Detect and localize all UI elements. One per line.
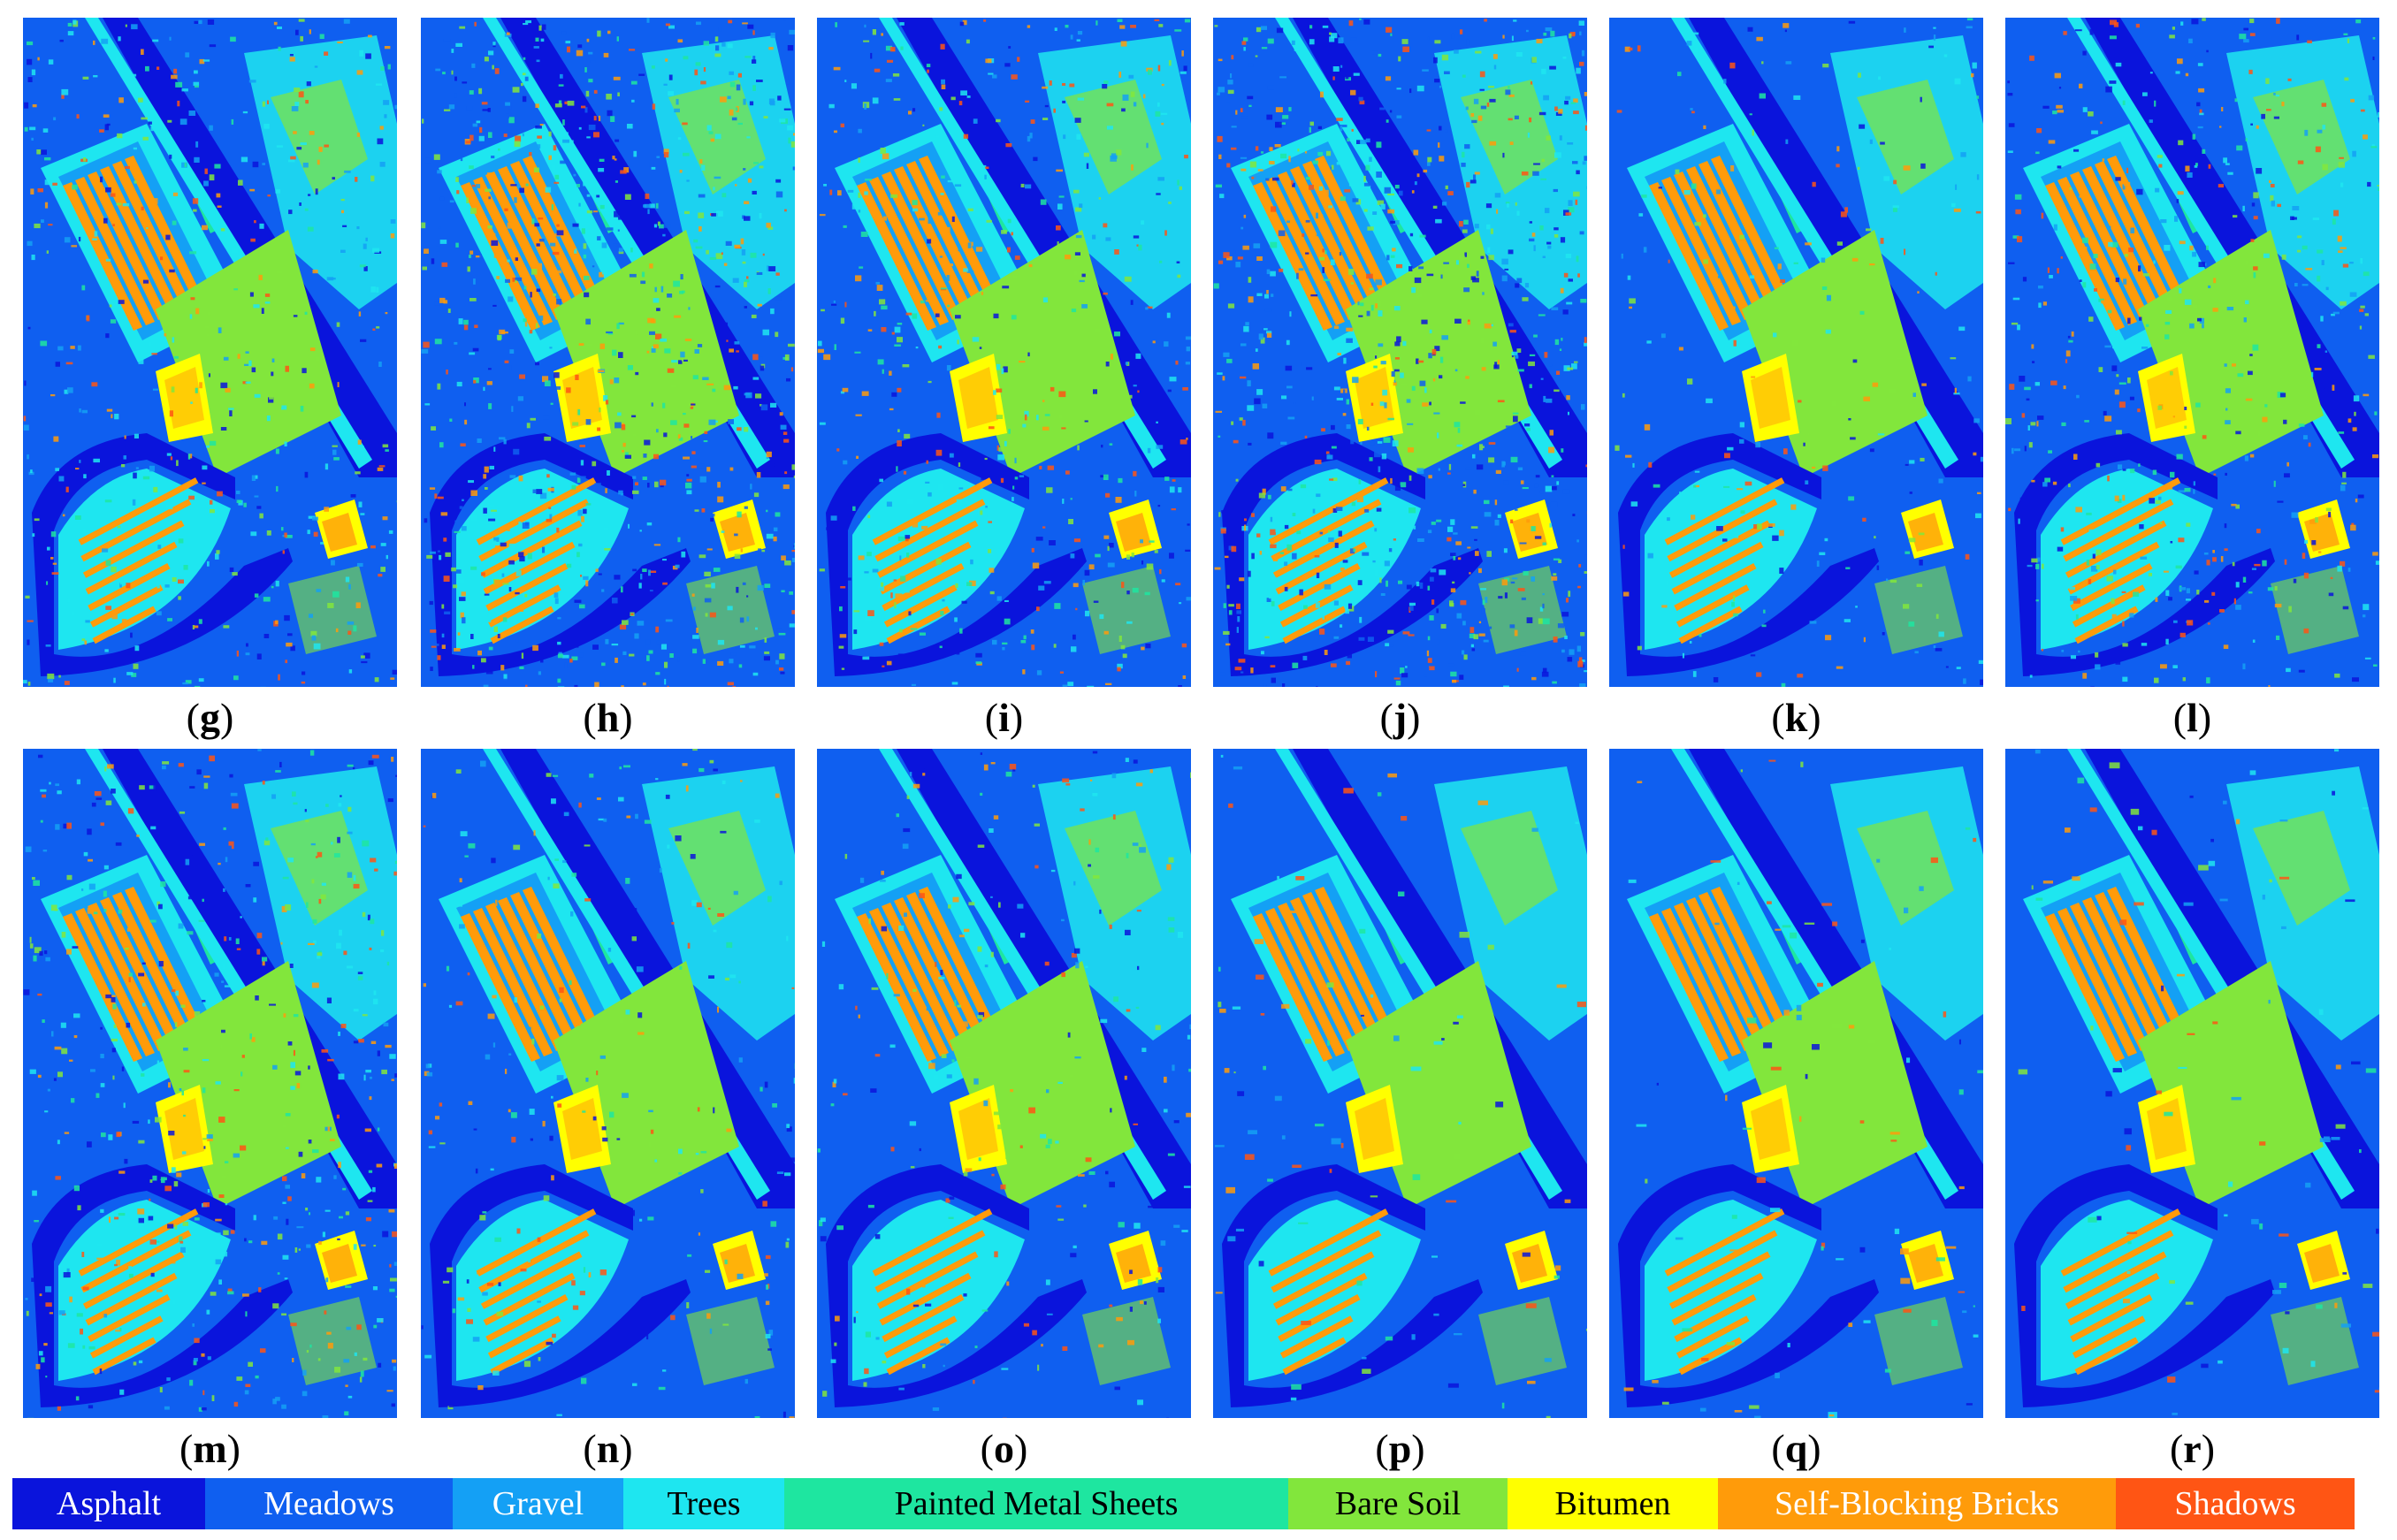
- class-legend: Asphalt Meadows Gravel Trees Painted Metal S…: [12, 1478, 2355, 1529]
- panel-caption-g: (g): [186, 695, 234, 740]
- classification-map-g: [23, 18, 397, 687]
- panel-caption-j: (j): [1379, 695, 1421, 740]
- panel-label: m: [193, 1426, 227, 1471]
- panel-label: p: [1388, 1426, 1412, 1471]
- panel-label: j: [1393, 695, 1408, 740]
- panel-caption-n: (n): [583, 1426, 633, 1471]
- panel-caption-l: (l): [2172, 695, 2212, 740]
- legend-item-self-blocking-bricks: Self-Blocking Bricks: [1718, 1478, 2116, 1529]
- legend-item-trees: Trees: [623, 1478, 784, 1529]
- panel-label: i: [998, 695, 1010, 740]
- legend-item-gravel: Gravel: [453, 1478, 623, 1529]
- classification-map-m: [23, 749, 397, 1418]
- classification-map-p: [1213, 749, 1587, 1418]
- panel-label: h: [596, 695, 620, 740]
- panel-label: n: [596, 1426, 620, 1471]
- classification-map-k: [1609, 18, 1983, 687]
- panel-caption-p: (p): [1375, 1426, 1425, 1471]
- panel-label: l: [2187, 695, 2198, 740]
- panel-caption-r: (r): [2169, 1426, 2216, 1471]
- classification-map-l: [2005, 18, 2379, 687]
- panel-caption-k: (k): [1771, 695, 1821, 740]
- classification-map-j: [1213, 18, 1587, 687]
- legend-item-bitumen: Bitumen: [1508, 1478, 1718, 1529]
- legend-item-painted-metal-sheets: Painted Metal Sheets: [784, 1478, 1288, 1529]
- classification-map-o: [817, 749, 1191, 1418]
- legend-item-shadows: Shadows: [2116, 1478, 2355, 1529]
- panel-caption-o: (o): [980, 1426, 1028, 1471]
- classification-map-i: [817, 18, 1191, 687]
- panel-caption-m: (m): [179, 1426, 240, 1471]
- panel-caption-h: (h): [583, 695, 633, 740]
- panel-label: g: [200, 695, 220, 740]
- panel-label: o: [994, 1426, 1014, 1471]
- legend-item-asphalt: Asphalt: [12, 1478, 205, 1529]
- panel-label: r: [2183, 1426, 2202, 1471]
- classification-map-q: [1609, 749, 1983, 1418]
- classification-map-r: [2005, 749, 2379, 1418]
- panel-caption-i: (i): [984, 695, 1024, 740]
- legend-item-bare-soil: Bare Soil: [1288, 1478, 1508, 1529]
- classification-map-h: [421, 18, 795, 687]
- classification-map-n: [421, 749, 795, 1418]
- panel-label: k: [1784, 695, 1808, 740]
- panel-label: q: [1784, 1426, 1808, 1471]
- legend-item-meadows: Meadows: [205, 1478, 453, 1529]
- panel-caption-q: (q): [1771, 1426, 1821, 1471]
